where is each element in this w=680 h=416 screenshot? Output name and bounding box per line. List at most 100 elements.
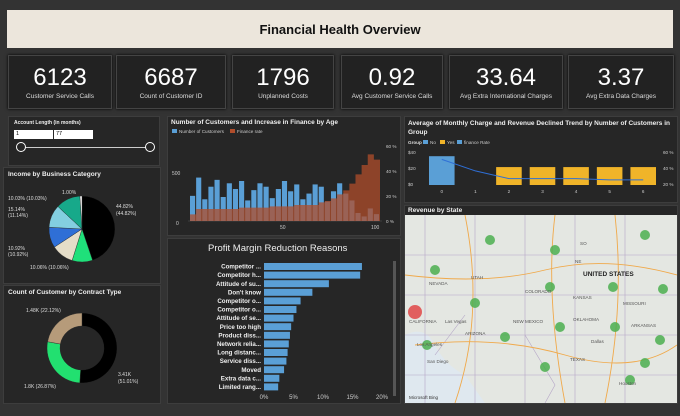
category-label: Competitor o... <box>217 307 261 314</box>
margin-bar[interactable] <box>264 357 287 365</box>
age-bars[interactable] <box>190 154 380 221</box>
map-canvas[interactable]: UNITED STATES SO NE KANSAS COLORADO MISS… <box>405 215 677 403</box>
scrollbar[interactable] <box>393 261 396 396</box>
donut-slice[interactable] <box>79 312 118 384</box>
margin-bar[interactable] <box>264 323 292 331</box>
donut-slice[interactable] <box>46 341 81 384</box>
slicer-max-input[interactable]: 77 <box>54 130 93 139</box>
yes-bar[interactable] <box>596 167 623 185</box>
y2-tick: 20 % <box>663 182 673 187</box>
margin-bar[interactable] <box>264 374 280 382</box>
map-bubble[interactable] <box>610 322 620 332</box>
donut-slice[interactable] <box>47 312 83 345</box>
monthly-chart: Group No Yes finance Rate $40 $20 $0 60 … <box>408 140 673 194</box>
x-tick: 0% <box>260 395 269 401</box>
category-label: Long distanc... <box>217 350 261 357</box>
margin-bar[interactable] <box>264 366 285 374</box>
monthly-bars[interactable]: 0 1 2 3 4 5 6 <box>429 156 656 194</box>
customers-bar[interactable] <box>288 191 294 221</box>
map-bubble[interactable] <box>422 340 432 350</box>
pie-slice[interactable] <box>81 195 116 261</box>
yes-bar[interactable] <box>529 167 556 185</box>
map-bubble[interactable] <box>545 282 555 292</box>
income-pie-slices[interactable] <box>48 195 116 263</box>
x-tick: 6 <box>642 189 645 194</box>
customers-bar[interactable] <box>208 186 214 221</box>
map-bubbles[interactable] <box>422 230 668 385</box>
kpi-card-avg-intl-charges[interactable]: 33.64 Avg Extra International Charges <box>449 55 563 109</box>
kpi-card-customer-count[interactable]: 6687 Count of Customer ID <box>116 55 226 109</box>
slicer-min-input[interactable]: 1 <box>14 130 53 139</box>
age-chart-panel: Number of Customers and Increase in Fina… <box>167 116 401 236</box>
kpi-card-service-calls[interactable]: 6123 Customer Service Calls <box>8 55 112 109</box>
map-label: NEW MEXICO <box>513 319 544 324</box>
slicer-max-handle[interactable] <box>145 142 155 152</box>
map-bubble[interactable] <box>550 245 560 255</box>
margin-bar[interactable] <box>264 263 362 270</box>
customers-bar[interactable] <box>251 190 257 221</box>
map-bubble[interactable] <box>555 322 565 332</box>
y2-tick: 40 % <box>663 166 673 171</box>
customers-bar[interactable] <box>281 181 288 221</box>
category-label: Competitor o... <box>217 298 261 305</box>
customers-bar[interactable] <box>239 181 245 221</box>
customers-bar[interactable] <box>232 189 239 221</box>
map-bubble[interactable] <box>655 335 665 345</box>
finance-rate-area[interactable] <box>190 154 380 221</box>
pie-label: (10.92%) <box>8 252 29 258</box>
revenue-map-panel[interactable]: Revenue by State <box>404 205 678 404</box>
contract-donut-slices[interactable] <box>46 312 118 384</box>
margin-bar[interactable] <box>264 306 297 313</box>
map-bubble[interactable] <box>470 298 480 308</box>
slicer-min-handle[interactable] <box>16 142 26 152</box>
legend-swatch <box>440 140 445 144</box>
map-bubble[interactable] <box>430 265 440 275</box>
yes-bar[interactable] <box>563 167 589 185</box>
map-bubble[interactable] <box>540 362 550 372</box>
map-bubble[interactable] <box>658 284 668 294</box>
customers-bar[interactable] <box>263 186 269 221</box>
customers-bar[interactable] <box>226 183 232 221</box>
customers-bar[interactable] <box>275 189 281 221</box>
margin-bar[interactable] <box>264 340 289 348</box>
yes-bar[interactable] <box>496 167 522 185</box>
category-label: Service diss... <box>220 358 262 365</box>
margin-bar[interactable] <box>264 271 361 279</box>
map-bubble[interactable] <box>625 375 635 385</box>
map-bubble[interactable] <box>608 282 618 292</box>
customers-bar[interactable] <box>196 177 202 221</box>
map-bubble[interactable] <box>640 358 650 368</box>
kpi-value: 6687 <box>144 63 198 91</box>
customers-bar[interactable] <box>294 184 300 221</box>
kpi-card-avg-data-charges[interactable]: 3.37 Avg Extra Data Charges <box>568 55 674 109</box>
map-bubble[interactable] <box>640 230 650 240</box>
customers-bar[interactable] <box>190 195 196 221</box>
margin-bars[interactable]: Competitor ...Competitor h... Attitude of… <box>216 263 362 391</box>
pie-slice[interactable] <box>79 195 83 230</box>
finance-rate-line[interactable] <box>441 158 644 181</box>
category-label: Attitude of su... <box>216 281 261 288</box>
kpi-label: Unplanned Costs <box>258 92 308 100</box>
x-tick: 1 <box>474 189 477 194</box>
margin-bar[interactable] <box>264 297 301 305</box>
margin-bar[interactable] <box>264 383 279 391</box>
margin-bar[interactable] <box>264 314 294 322</box>
customers-bar[interactable] <box>214 179 220 221</box>
no-bar[interactable] <box>429 156 455 185</box>
yes-bar[interactable] <box>630 167 656 185</box>
customers-bar[interactable] <box>312 184 318 221</box>
category-label: Product diss... <box>218 332 261 339</box>
margin-bar[interactable] <box>264 280 329 288</box>
kpi-card-avg-service-calls[interactable]: 0.92 Avg Customer Service Calls <box>341 55 443 109</box>
margin-bar[interactable] <box>264 288 313 296</box>
legend-label: Yes <box>447 140 455 145</box>
margin-bar[interactable] <box>264 331 290 339</box>
margin-bar[interactable] <box>264 349 288 356</box>
map-bubble[interactable] <box>500 332 510 342</box>
customers-bar[interactable] <box>257 183 263 221</box>
account-length-slicer[interactable]: Account Length (in months) 1 77 <box>8 116 160 166</box>
map-bubble[interactable] <box>485 235 495 245</box>
kpi-card-unplanned-costs[interactable]: 1796 Unplanned Costs <box>232 55 334 109</box>
map-bubble-highlight[interactable] <box>408 305 422 319</box>
slicer-track <box>21 147 149 148</box>
